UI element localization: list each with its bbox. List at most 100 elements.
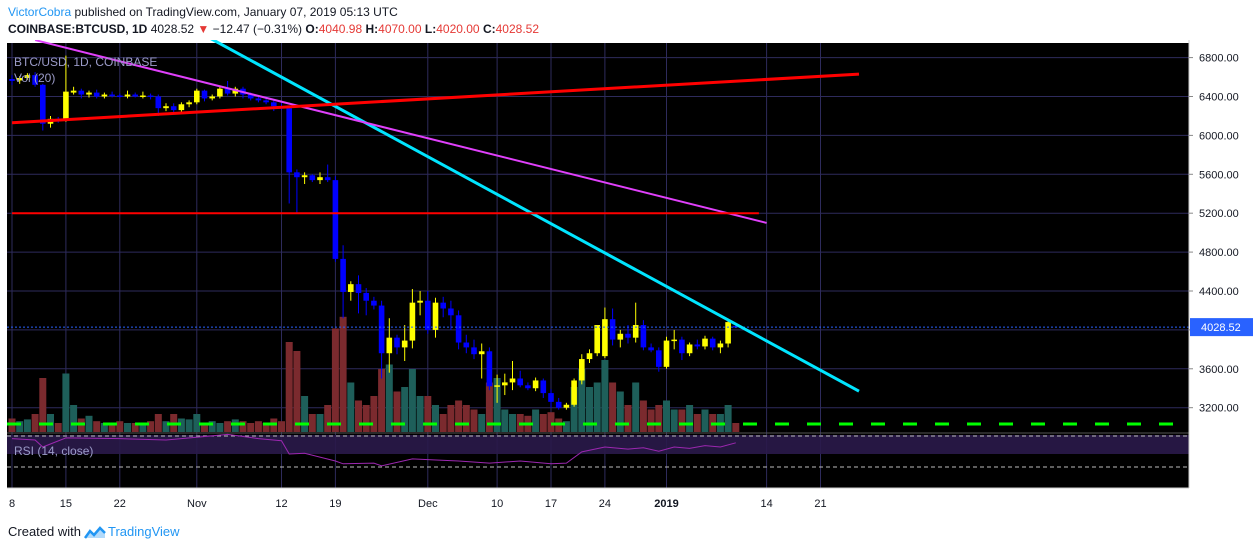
candle[interactable] xyxy=(509,361,516,391)
candle[interactable] xyxy=(579,354,585,385)
candle[interactable] xyxy=(702,335,708,350)
candle[interactable] xyxy=(16,76,23,84)
candle[interactable] xyxy=(86,90,92,98)
candle[interactable] xyxy=(217,86,223,99)
candle[interactable] xyxy=(656,347,662,372)
candle[interactable] xyxy=(455,310,462,350)
candle[interactable] xyxy=(679,336,685,361)
candle[interactable] xyxy=(409,289,416,349)
candle[interactable] xyxy=(170,103,177,114)
candle[interactable] xyxy=(671,329,677,350)
candle-body xyxy=(294,172,300,178)
candle[interactable] xyxy=(9,75,15,85)
candle[interactable] xyxy=(194,88,200,105)
candle[interactable] xyxy=(709,336,716,351)
trendlines[interactable] xyxy=(11,40,860,393)
candle[interactable] xyxy=(132,92,138,98)
candle[interactable] xyxy=(109,91,115,98)
candle[interactable] xyxy=(301,172,308,185)
candle[interactable] xyxy=(632,302,639,343)
candle[interactable] xyxy=(78,88,85,99)
candle[interactable] xyxy=(602,307,608,359)
trendline-magenta-downtrend[interactable] xyxy=(34,40,767,224)
candle[interactable] xyxy=(340,245,346,319)
volume-bar xyxy=(23,419,31,432)
candle[interactable] xyxy=(155,94,162,116)
candle[interactable] xyxy=(363,288,369,316)
candle[interactable] xyxy=(163,103,169,112)
candle[interactable] xyxy=(101,92,108,99)
candle[interactable] xyxy=(348,281,354,301)
price-axis[interactable]: 3200.003600.004000.004400.004800.005200.… xyxy=(1188,40,1260,524)
candle[interactable] xyxy=(717,340,724,354)
candle[interactable] xyxy=(540,378,547,398)
candle[interactable] xyxy=(625,325,631,344)
candle[interactable] xyxy=(32,72,38,87)
candle[interactable] xyxy=(93,89,100,99)
candle[interactable] xyxy=(70,86,77,95)
candle[interactable] xyxy=(394,334,400,355)
time-tick-label: 21 xyxy=(814,498,826,510)
price-candles[interactable] xyxy=(7,55,1189,410)
candle[interactable] xyxy=(432,297,439,338)
volume-bar xyxy=(632,382,640,432)
candle[interactable] xyxy=(663,336,670,369)
candle[interactable] xyxy=(517,370,523,388)
candle[interactable] xyxy=(178,102,185,113)
tradingview-brand[interactable]: TradingView xyxy=(107,524,180,539)
candle[interactable] xyxy=(201,89,208,102)
candle[interactable] xyxy=(525,382,531,391)
candle[interactable] xyxy=(471,339,477,360)
candle[interactable] xyxy=(494,374,500,403)
candle[interactable] xyxy=(571,378,577,407)
candle[interactable] xyxy=(147,93,154,100)
candle[interactable] xyxy=(478,343,485,379)
time-axis[interactable]: 8 15 22 Nov 12 19 Dec 10 17 24 2019 14 21 xyxy=(7,487,1189,510)
candle[interactable] xyxy=(502,373,508,396)
candle[interactable] xyxy=(63,55,69,122)
candle[interactable] xyxy=(186,100,192,108)
volume-bar xyxy=(85,415,93,432)
candle[interactable] xyxy=(417,290,423,316)
current-price-badge[interactable] xyxy=(1190,318,1253,337)
candle[interactable] xyxy=(124,90,131,99)
candle[interactable] xyxy=(555,397,562,410)
candle[interactable] xyxy=(371,296,377,310)
candle[interactable] xyxy=(686,342,693,357)
candle[interactable] xyxy=(286,106,292,204)
candle[interactable] xyxy=(563,402,570,410)
candle[interactable] xyxy=(140,91,146,99)
trendline-red-rising-line[interactable] xyxy=(11,72,860,125)
candle[interactable] xyxy=(317,172,323,185)
candle[interactable] xyxy=(648,343,654,353)
published-text: published on TradingView.com, January 07… xyxy=(74,5,398,19)
candle[interactable] xyxy=(117,93,123,98)
candle[interactable] xyxy=(40,83,46,131)
candle[interactable] xyxy=(324,164,331,183)
candle[interactable] xyxy=(486,347,493,391)
candle[interactable] xyxy=(271,100,277,112)
author-link[interactable]: VictorCobra xyxy=(8,5,72,19)
candle[interactable] xyxy=(694,339,701,350)
candle[interactable] xyxy=(386,318,393,373)
candle[interactable] xyxy=(209,94,215,101)
candle[interactable] xyxy=(640,320,647,351)
candle[interactable] xyxy=(440,296,446,318)
candle[interactable] xyxy=(532,377,539,392)
candle[interactable] xyxy=(594,325,600,357)
candle[interactable] xyxy=(378,300,385,379)
candle[interactable] xyxy=(255,96,262,103)
candle[interactable] xyxy=(401,325,408,362)
candle[interactable] xyxy=(294,169,300,214)
candle[interactable] xyxy=(24,73,31,80)
candle[interactable] xyxy=(309,174,316,183)
candle[interactable] xyxy=(355,275,362,314)
btc-candlestick-chart[interactable]: 40.0000 3200.003600.004000.004400.004800… xyxy=(0,40,1260,524)
candle[interactable] xyxy=(725,320,731,348)
candle[interactable] xyxy=(448,300,454,330)
candle[interactable] xyxy=(586,349,593,363)
candle[interactable] xyxy=(463,334,470,354)
candle[interactable] xyxy=(548,389,554,408)
candle[interactable] xyxy=(617,329,624,348)
candle[interactable] xyxy=(332,176,339,262)
